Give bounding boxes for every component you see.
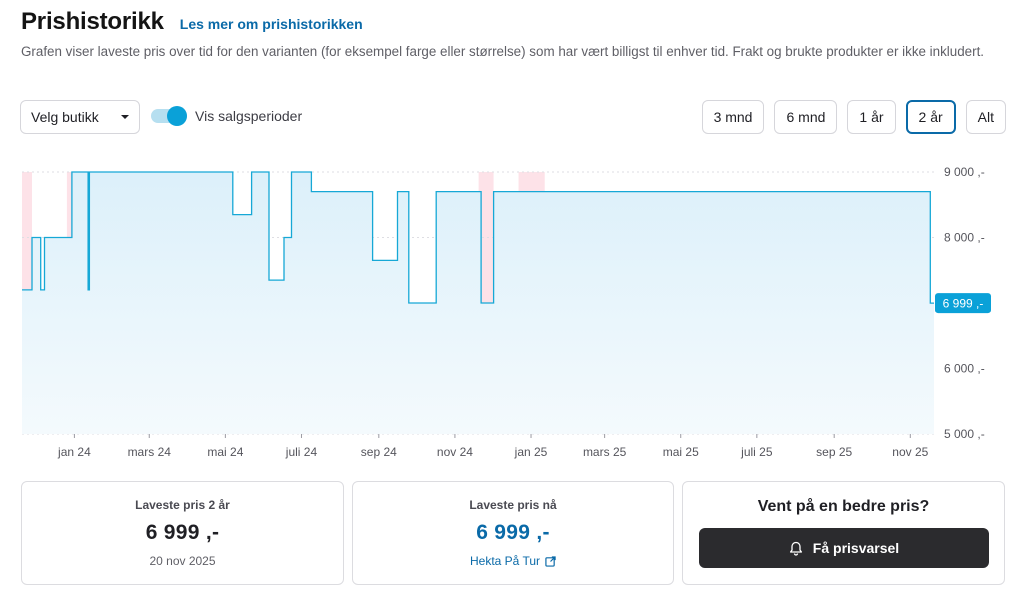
- chart-description: Grafen viser laveste pris over tid for d…: [21, 44, 985, 59]
- price-line: [22, 171, 934, 304]
- y-tick-label-3: 5 000 ,-: [944, 427, 985, 441]
- x-tick-label-7: mars 25: [583, 445, 627, 459]
- x-tick-label-4: sep 24: [361, 445, 397, 459]
- x-tick-label-10: sep 25: [816, 445, 852, 459]
- y-tick-label-2: 6 000 ,-: [944, 362, 985, 376]
- lowest-period-card: Laveste pris 2 år 6 999 ,- 20 nov 2025: [21, 481, 344, 585]
- title-row: Prishistorikk Les mer om prishistorikken: [21, 8, 1001, 36]
- current-price-label: 6 999 ,-: [943, 297, 984, 311]
- header: Prishistorikk Les mer om prishistorikken…: [21, 8, 1001, 62]
- bell-icon: [789, 541, 802, 556]
- x-tick-label-0: jan 24: [57, 445, 91, 459]
- page-title: Prishistorikk: [21, 8, 164, 35]
- range-button-3m[interactable]: 3 mnd: [701, 100, 765, 134]
- current-price-badge: [935, 293, 991, 314]
- price-alert-title: Vent på en bedre pris?: [757, 498, 930, 515]
- range-button-1y[interactable]: 1 år: [847, 100, 896, 134]
- lowest-now-price: 6 999 ,-: [476, 521, 550, 544]
- lowest-period-label: Laveste pris 2 år: [135, 498, 230, 512]
- lowest-period-price: 6 999 ,-: [145, 521, 220, 544]
- x-tick-label-6: jan 25: [514, 445, 548, 459]
- store-select[interactable]: Velg butikk: [20, 100, 140, 134]
- y-tick-label-0: 9 000 ,-: [944, 165, 985, 179]
- x-tick-label-9: juli 25: [740, 445, 773, 459]
- x-tick-label-8: mai 25: [663, 445, 699, 459]
- chart-controls: Velg butikk Vis salgsperioder 3 mnd 6 mn…: [20, 100, 1006, 134]
- range-buttons: 3 mnd 6 mnd 1 år 2 år Alt: [701, 100, 1006, 134]
- x-tick-label-3: juli 24: [285, 445, 318, 459]
- price-area: [22, 172, 934, 434]
- store-select-label: Velg butikk: [31, 109, 99, 125]
- x-axis-labels: jan 24 mars 24 mai 24 juli 24 sep 24 nov 24 ja…: [57, 434, 929, 459]
- price-line-path: [22, 171, 934, 304]
- current-price-marker: 6 999 ,-: [935, 293, 991, 314]
- read-more-link[interactable]: Les mer om prishistorikken: [179, 16, 363, 32]
- caret-down-icon: [121, 115, 129, 119]
- y-tick-label-1: 8 000 ,-: [944, 231, 985, 245]
- x-tick-label-1: mars 24: [128, 445, 172, 459]
- price-alert-card: Vent på en bedre pris? Få prisvarsel: [682, 481, 1005, 585]
- x-tick-label-5: nov 24: [437, 445, 473, 459]
- range-button-all[interactable]: Alt: [965, 100, 1006, 134]
- lowest-now-label: Laveste pris nå: [469, 498, 557, 512]
- sale-periods-toggle-label: Vis salgsperioder: [195, 108, 303, 124]
- stat-cards: Laveste pris 2 år 6 999 ,- 20 nov 2025 L…: [21, 481, 1005, 585]
- lowest-period-date: 20 nov 2025: [149, 554, 216, 568]
- external-link-icon: [545, 555, 556, 567]
- store-link-label: Hekta På Tur: [469, 554, 541, 568]
- toggle-knob: [167, 106, 187, 126]
- sale-periods-toggle-group: Vis salgsperioder: [151, 106, 302, 126]
- price-history-chart[interactable]: 9 000 ,- 8 000 ,- 6 000 ,- 5 000 ,- jan 24 m…: [0, 150, 1013, 465]
- sale-periods-toggle[interactable]: [151, 106, 187, 126]
- lowest-now-card: Laveste pris nå 6 999 ,- Hekta På Tur: [352, 481, 674, 585]
- x-tick-label-2: mai 24: [207, 445, 243, 459]
- range-button-2y[interactable]: 2 år: [905, 100, 956, 134]
- range-button-6m[interactable]: 6 mnd: [774, 100, 838, 134]
- price-alert-button[interactable]: Få prisvarsel: [699, 528, 989, 568]
- price-alert-button-label: Få prisvarsel: [812, 540, 900, 556]
- price-area-fill: [22, 172, 934, 434]
- x-tick-label-11: nov 25: [892, 445, 928, 459]
- store-link[interactable]: Hekta På Tur: [470, 554, 556, 568]
- y-axis-labels: 9 000 ,- 8 000 ,- 6 000 ,- 5 000 ,-: [944, 165, 985, 441]
